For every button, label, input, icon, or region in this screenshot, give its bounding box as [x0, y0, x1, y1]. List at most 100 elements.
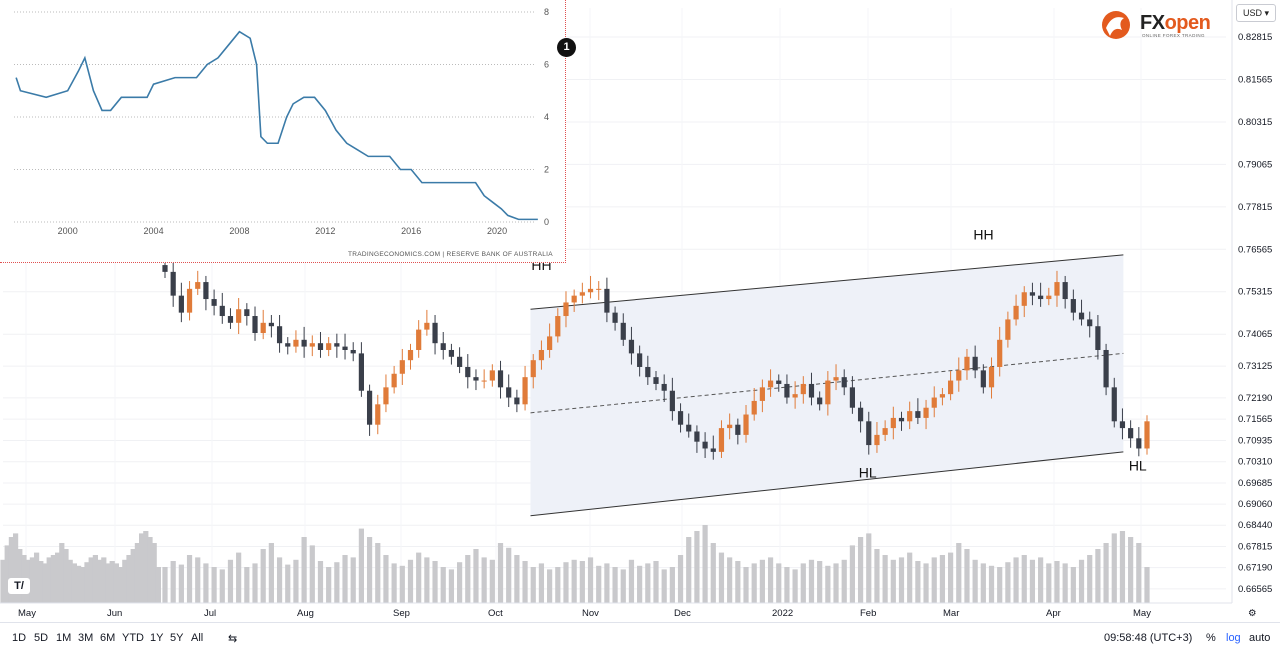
volume-bar	[866, 533, 872, 603]
volume-bar	[555, 567, 561, 603]
volume-bar	[702, 525, 708, 603]
volume-bar	[143, 531, 149, 603]
candle-body	[612, 312, 618, 323]
candle-body	[800, 383, 806, 395]
volume-bar	[1029, 559, 1036, 603]
volume-bar	[710, 543, 716, 603]
x-tick-label: Feb	[860, 608, 876, 619]
volume-bar	[637, 565, 643, 603]
volume-bar	[8, 537, 14, 603]
candle-body	[645, 366, 651, 378]
candle-body	[808, 383, 815, 398]
settings-gear-icon: ⚙	[1248, 608, 1257, 619]
volume-bar	[1103, 543, 1109, 603]
volume-bar	[71, 563, 77, 603]
volume-bar	[155, 567, 161, 603]
volume-bar	[1021, 555, 1027, 603]
inset-y-tick: 4	[544, 112, 549, 122]
candle-body	[923, 407, 929, 418]
volume-bar	[547, 569, 553, 603]
volume-bar	[1128, 537, 1134, 603]
currency-button[interactable]: USD ▾	[1236, 4, 1276, 22]
y-tick-label: 0.74065	[1238, 329, 1272, 340]
volume-bar	[784, 567, 790, 603]
interest-rate-inset-chart: 8 6 4 2 0 2000 2004 2008 2012 2016 2020 TRADINGECON…	[0, 0, 566, 263]
volume-bar	[792, 569, 798, 603]
candle-body	[538, 349, 545, 361]
volume-bar	[1013, 557, 1019, 603]
volume-bar	[948, 552, 954, 603]
y-tick-label: 0.75315	[1238, 287, 1272, 298]
y-tick-label: 0.73125	[1238, 361, 1272, 372]
volume-bar	[1046, 563, 1052, 603]
volume-bar	[776, 563, 782, 603]
volume-bar	[293, 559, 299, 603]
inset-svg: 8 6 4 2 0 2000 2004 2008 2012 2016 2020 TRADINGECON…	[14, 7, 553, 258]
candle-body	[366, 390, 373, 425]
candle-body	[268, 322, 274, 327]
y-tick-label: 0.70310	[1238, 457, 1272, 468]
volume-bar	[4, 545, 10, 603]
candle-body	[833, 377, 839, 381]
clock-readout[interactable]: 09:58:48 (UTC+3)	[1104, 632, 1193, 644]
volume-bar	[92, 555, 98, 603]
x-tick-label: Oct	[488, 608, 503, 619]
volume-bar	[17, 549, 23, 603]
inset-x-tick: 2012	[315, 226, 335, 236]
candle-body	[637, 353, 643, 367]
logo-tagline: ONLINE FOREX TRADING	[1142, 33, 1205, 38]
candle-body	[890, 417, 896, 429]
auto-toggle[interactable]: auto	[1249, 632, 1271, 644]
dragon-logo-icon	[1102, 11, 1130, 39]
timeframe-ytd[interactable]: YTD	[122, 632, 144, 644]
timeframe-5y[interactable]: 5Y	[170, 632, 184, 644]
candle-body	[1013, 305, 1019, 320]
candle-body	[792, 394, 798, 398]
log-toggle[interactable]: log	[1226, 632, 1241, 644]
volume-bar	[126, 555, 132, 603]
candle-body	[244, 309, 250, 317]
candle-body	[424, 322, 430, 330]
volume-bar	[727, 557, 733, 603]
x-tick-label: Jun	[107, 608, 122, 619]
timeframe-1y[interactable]: 1Y	[150, 632, 164, 644]
volume-bar	[980, 563, 986, 603]
timeframe-3m[interactable]: 3M	[78, 632, 94, 644]
candle-body	[743, 414, 749, 435]
timeframe-all[interactable]: All	[191, 632, 204, 644]
y-tick-label: 0.72190	[1238, 393, 1272, 404]
y-tick-label: 0.69060	[1238, 499, 1272, 510]
candle-body	[596, 288, 602, 290]
candle-body	[506, 387, 512, 398]
x-tick-label: Nov	[582, 608, 599, 619]
volume-bar	[522, 561, 528, 603]
volume-bar	[38, 561, 44, 603]
timeframe-1m[interactable]: 1M	[56, 632, 72, 644]
pattern-annotation: HH	[973, 227, 993, 243]
y-tick-label: 0.77815	[1238, 202, 1272, 213]
volume-bar	[309, 545, 315, 603]
volume-bar	[669, 567, 675, 603]
candle-body	[988, 366, 995, 388]
volume-bar	[268, 543, 274, 603]
candle-body	[186, 288, 193, 313]
candle-body	[1119, 421, 1126, 429]
volume-bar	[134, 543, 140, 603]
volume-bar	[342, 555, 348, 603]
volume-bar	[236, 552, 242, 603]
percent-toggle[interactable]: %	[1206, 632, 1216, 644]
timeframe-6m[interactable]: 6M	[100, 632, 116, 644]
timeframe-5d[interactable]: 5D	[34, 632, 49, 644]
volume-bar	[326, 567, 332, 603]
date-range-icon[interactable]: ⇆	[228, 633, 238, 645]
timeframe-1d[interactable]: 1D	[12, 632, 27, 644]
volume-bar	[1136, 543, 1142, 603]
candle-body	[514, 397, 520, 405]
currency-label: USD	[1242, 8, 1262, 18]
volume-bar	[808, 559, 815, 603]
volume-bar	[407, 559, 414, 603]
volume-bar	[84, 562, 90, 603]
candle-body	[882, 428, 888, 435]
volume-bar	[497, 543, 504, 603]
